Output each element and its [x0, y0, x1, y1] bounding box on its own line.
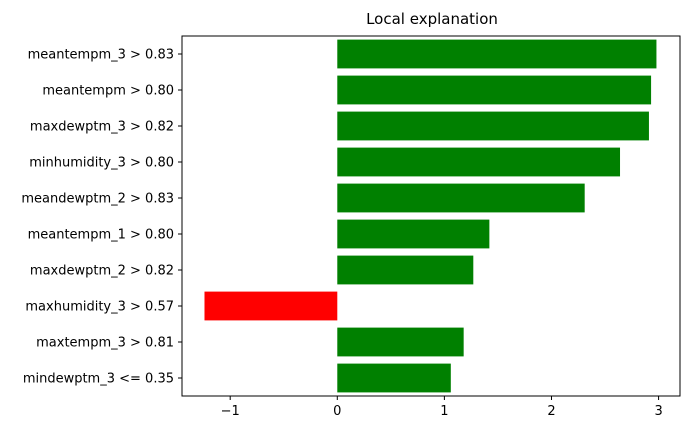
x-tick-label: 1 [440, 404, 448, 419]
x-tick-label: 3 [654, 404, 662, 419]
x-tick-label: −1 [221, 404, 240, 419]
y-tick-label: maxhumidity_3 > 0.57 [25, 300, 174, 315]
bar [337, 111, 649, 141]
y-tick-label: meantempm_1 > 0.80 [28, 228, 174, 243]
y-tick-label: maxtempm_3 > 0.81 [36, 336, 174, 351]
plot-frame [181, 35, 681, 397]
y-tick-label: maxdewptm_2 > 0.82 [30, 264, 174, 279]
chart-title: Local explanation [366, 10, 498, 28]
bars-group [204, 39, 657, 393]
x-tick-label: 2 [547, 404, 555, 419]
bar [337, 183, 585, 213]
bar [337, 219, 490, 249]
axes-group: meantempm_3 > 0.83 meantempm > 0.80 maxdew… [21, 35, 681, 419]
y-tick-label: minhumidity_3 > 0.80 [29, 156, 174, 171]
y-tick-label: meandewptm_2 > 0.83 [21, 192, 174, 207]
bar [337, 75, 652, 105]
bar [204, 291, 338, 321]
y-tick-label: mindewptm_3 <= 0.35 [23, 372, 174, 387]
bar [337, 39, 657, 69]
y-tick-label: meantempm_3 > 0.83 [28, 48, 174, 63]
bar [337, 327, 464, 357]
y-tick-label: maxdewptm_3 > 0.82 [30, 120, 174, 135]
x-tick-label: 0 [333, 404, 341, 419]
y-tick-label: meantempm > 0.80 [42, 84, 174, 99]
bar [337, 147, 621, 177]
bar [337, 255, 474, 285]
bar [337, 363, 451, 393]
